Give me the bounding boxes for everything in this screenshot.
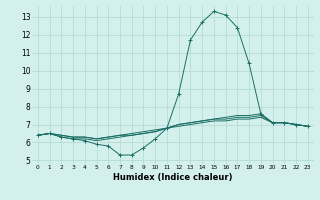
X-axis label: Humidex (Indice chaleur): Humidex (Indice chaleur)	[113, 173, 233, 182]
